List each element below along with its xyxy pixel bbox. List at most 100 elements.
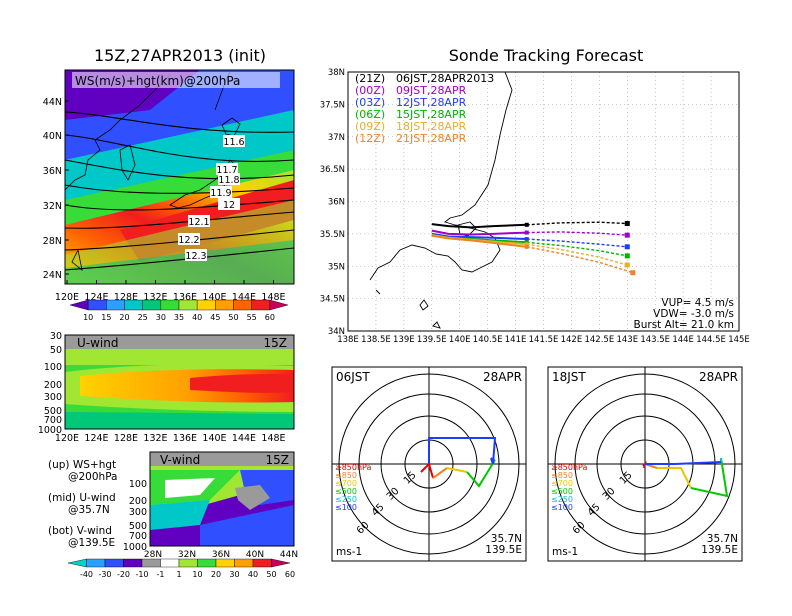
polar-plot-18jst: 18JST 28APR15304560≥850hPa≤850≤700≤500≤25… (547, 366, 743, 562)
v-wind-frame (149, 451, 295, 547)
legend-time: 21JST,28APR (396, 132, 467, 145)
v-wind-label: V-wind (160, 453, 200, 467)
contour-label: 12.1 (188, 217, 209, 228)
u-wind-x-tick: 132E (143, 433, 167, 444)
wind-map-label: WS(m/s)+hgt(km)@200hPa (75, 74, 240, 88)
colorbar-label: 60 (265, 313, 275, 322)
track-lon-tick: 144E (672, 335, 694, 345)
track-mid-marker (524, 237, 529, 242)
track-lon-tick: 144.5E (696, 335, 726, 345)
polar-plot-06jst: 06JST 28APR15304560≥850hPa≤850≤700≤500≤25… (331, 366, 527, 562)
contour-label-box (218, 198, 240, 210)
colorbar-label: 55 (247, 313, 257, 322)
track-end-marker (624, 244, 630, 250)
track-lon-tick: 141.5E (529, 335, 559, 345)
polar-loc-lat: 35.7N (491, 533, 522, 545)
contour-label: 11.9 (210, 188, 231, 199)
legend-code: (06Z) (355, 108, 385, 121)
track-lon-tick: 139.5E (417, 335, 447, 345)
bottom-colorbar-label: -40 (80, 570, 93, 579)
legend-time: 09JST,28APR (396, 84, 467, 97)
colorbar-label: 45 (210, 313, 220, 322)
track-legend: (21Z) 06JST,28APR2013 (00Z) 09JST,28APR (03Z… (355, 72, 494, 145)
polar-hodograph (690, 457, 729, 498)
track-lon-tick: 140E (449, 335, 471, 345)
legend-code: (21Z) (355, 72, 385, 85)
track-end-marker (624, 232, 630, 238)
polar-date: 28APR (699, 370, 738, 384)
wind-map-panel (65, 70, 294, 284)
polar-level: ≤850 (335, 471, 357, 480)
polar-level: ≤700 (551, 479, 573, 488)
u-wind-y-tick: 500 (44, 406, 62, 417)
contour-label-box (216, 163, 238, 175)
track-end-marker (624, 253, 630, 259)
colorbar-label: 15 (101, 313, 111, 322)
u-wind-x-tick: 148E (261, 433, 285, 444)
track-end-marker (624, 221, 630, 227)
map-lat-tick: 32N (43, 201, 62, 212)
colorbar-swatch (215, 299, 234, 311)
track-end-marker (624, 262, 630, 268)
bottom-colorbar-swatch (67, 558, 87, 568)
note-bot-2: @139.5E (68, 537, 115, 549)
track-lon-ticks: 138E 138.5E 139E 139.5E 140E 140.5E 141E 141.5E… (337, 335, 750, 345)
map-lat-tick: 44N (43, 97, 62, 108)
v-wind-x-tick: 40N (246, 550, 264, 560)
track-line-dashed (526, 231, 628, 236)
colorbar-swatch (269, 299, 289, 311)
map-lon-tick: 132E (143, 292, 167, 303)
param-vdw: VDW= -3.0 m/s (653, 308, 734, 320)
polar-hodograph (446, 467, 468, 473)
bottom-colorbar-swatch (104, 558, 124, 568)
track-lat-tick: 37.5N (320, 100, 345, 110)
track-lon-tick: 143.5E (640, 335, 670, 345)
colorbar-swatch (178, 299, 198, 311)
contour-label-box (178, 233, 200, 245)
track-lat-tick: 36.5N (320, 165, 345, 175)
track-params: VUP= 4.5 m/s VDW= -3.0 m/s Burst Alt= 21… (634, 297, 734, 331)
bottom-colorbar-swatch (234, 558, 254, 568)
bottom-colorbar-label: 50 (266, 570, 276, 579)
map-lat-tick: 24N (43, 270, 62, 281)
polar-level: ≤100 (335, 503, 357, 512)
colorbar-label: 40 (192, 313, 202, 322)
track-lon-tick: 142E (561, 335, 583, 345)
legend-time: 12JST,28APR (396, 96, 467, 109)
right-title: Sonde Tracking Forecast (449, 46, 644, 65)
bottom-colorbar-label: 30 (229, 570, 239, 579)
u-wind-time: 15Z (264, 336, 288, 350)
u-wind-y-tick: 200 (44, 380, 62, 391)
wind-map-lon-ticks: 120E 124E 128E 132E 136E 140E 144E 148E (55, 280, 286, 303)
bottom-colorbar-label: 60 (285, 570, 295, 579)
wind-map-label-box (72, 72, 280, 88)
track-lat-tick: 38N (328, 68, 345, 78)
contour-label-box (185, 249, 207, 261)
track-end-marker (630, 270, 636, 276)
polar-level: ≤100 (551, 503, 573, 512)
bottom-colorbar-swatch (86, 558, 106, 568)
track-line-solid (431, 229, 527, 236)
track-line-solid (431, 234, 527, 248)
notes: (up) WS+hgt @200hPa (mid) U-wind @35.7N … (48, 459, 118, 549)
track-lon-tick: 141E (505, 335, 527, 345)
u-wind-x-ticks: 120E 124E 128E 132E 136E 140E 144E 148E (55, 433, 286, 444)
wind-map-frame (64, 69, 295, 285)
u-wind-panel (65, 335, 294, 429)
note-up-1: (up) WS+hgt (48, 459, 116, 471)
colorbar-swatch (124, 299, 143, 311)
colorbar-label: 10 (83, 313, 93, 322)
polar-level: ≤500 (551, 487, 573, 496)
contour-label: 12 (223, 200, 235, 211)
bottom-colorbar-swatch (178, 558, 198, 568)
track-frame (347, 71, 740, 332)
u-wind-y-tick: 100 (44, 362, 62, 373)
colorbar-label: 20 (119, 313, 129, 322)
u-wind-x-tick: 136E (173, 433, 197, 444)
track-line-dashed (526, 241, 628, 257)
polar-loc-lat: 35.7N (707, 533, 738, 545)
note-mid-2: @35.7N (68, 504, 110, 516)
bottom-colorbar-swatch (215, 558, 235, 568)
polar-level: ≥850hPa (551, 463, 588, 472)
bottom-colorbar-label: 10 (192, 570, 202, 579)
